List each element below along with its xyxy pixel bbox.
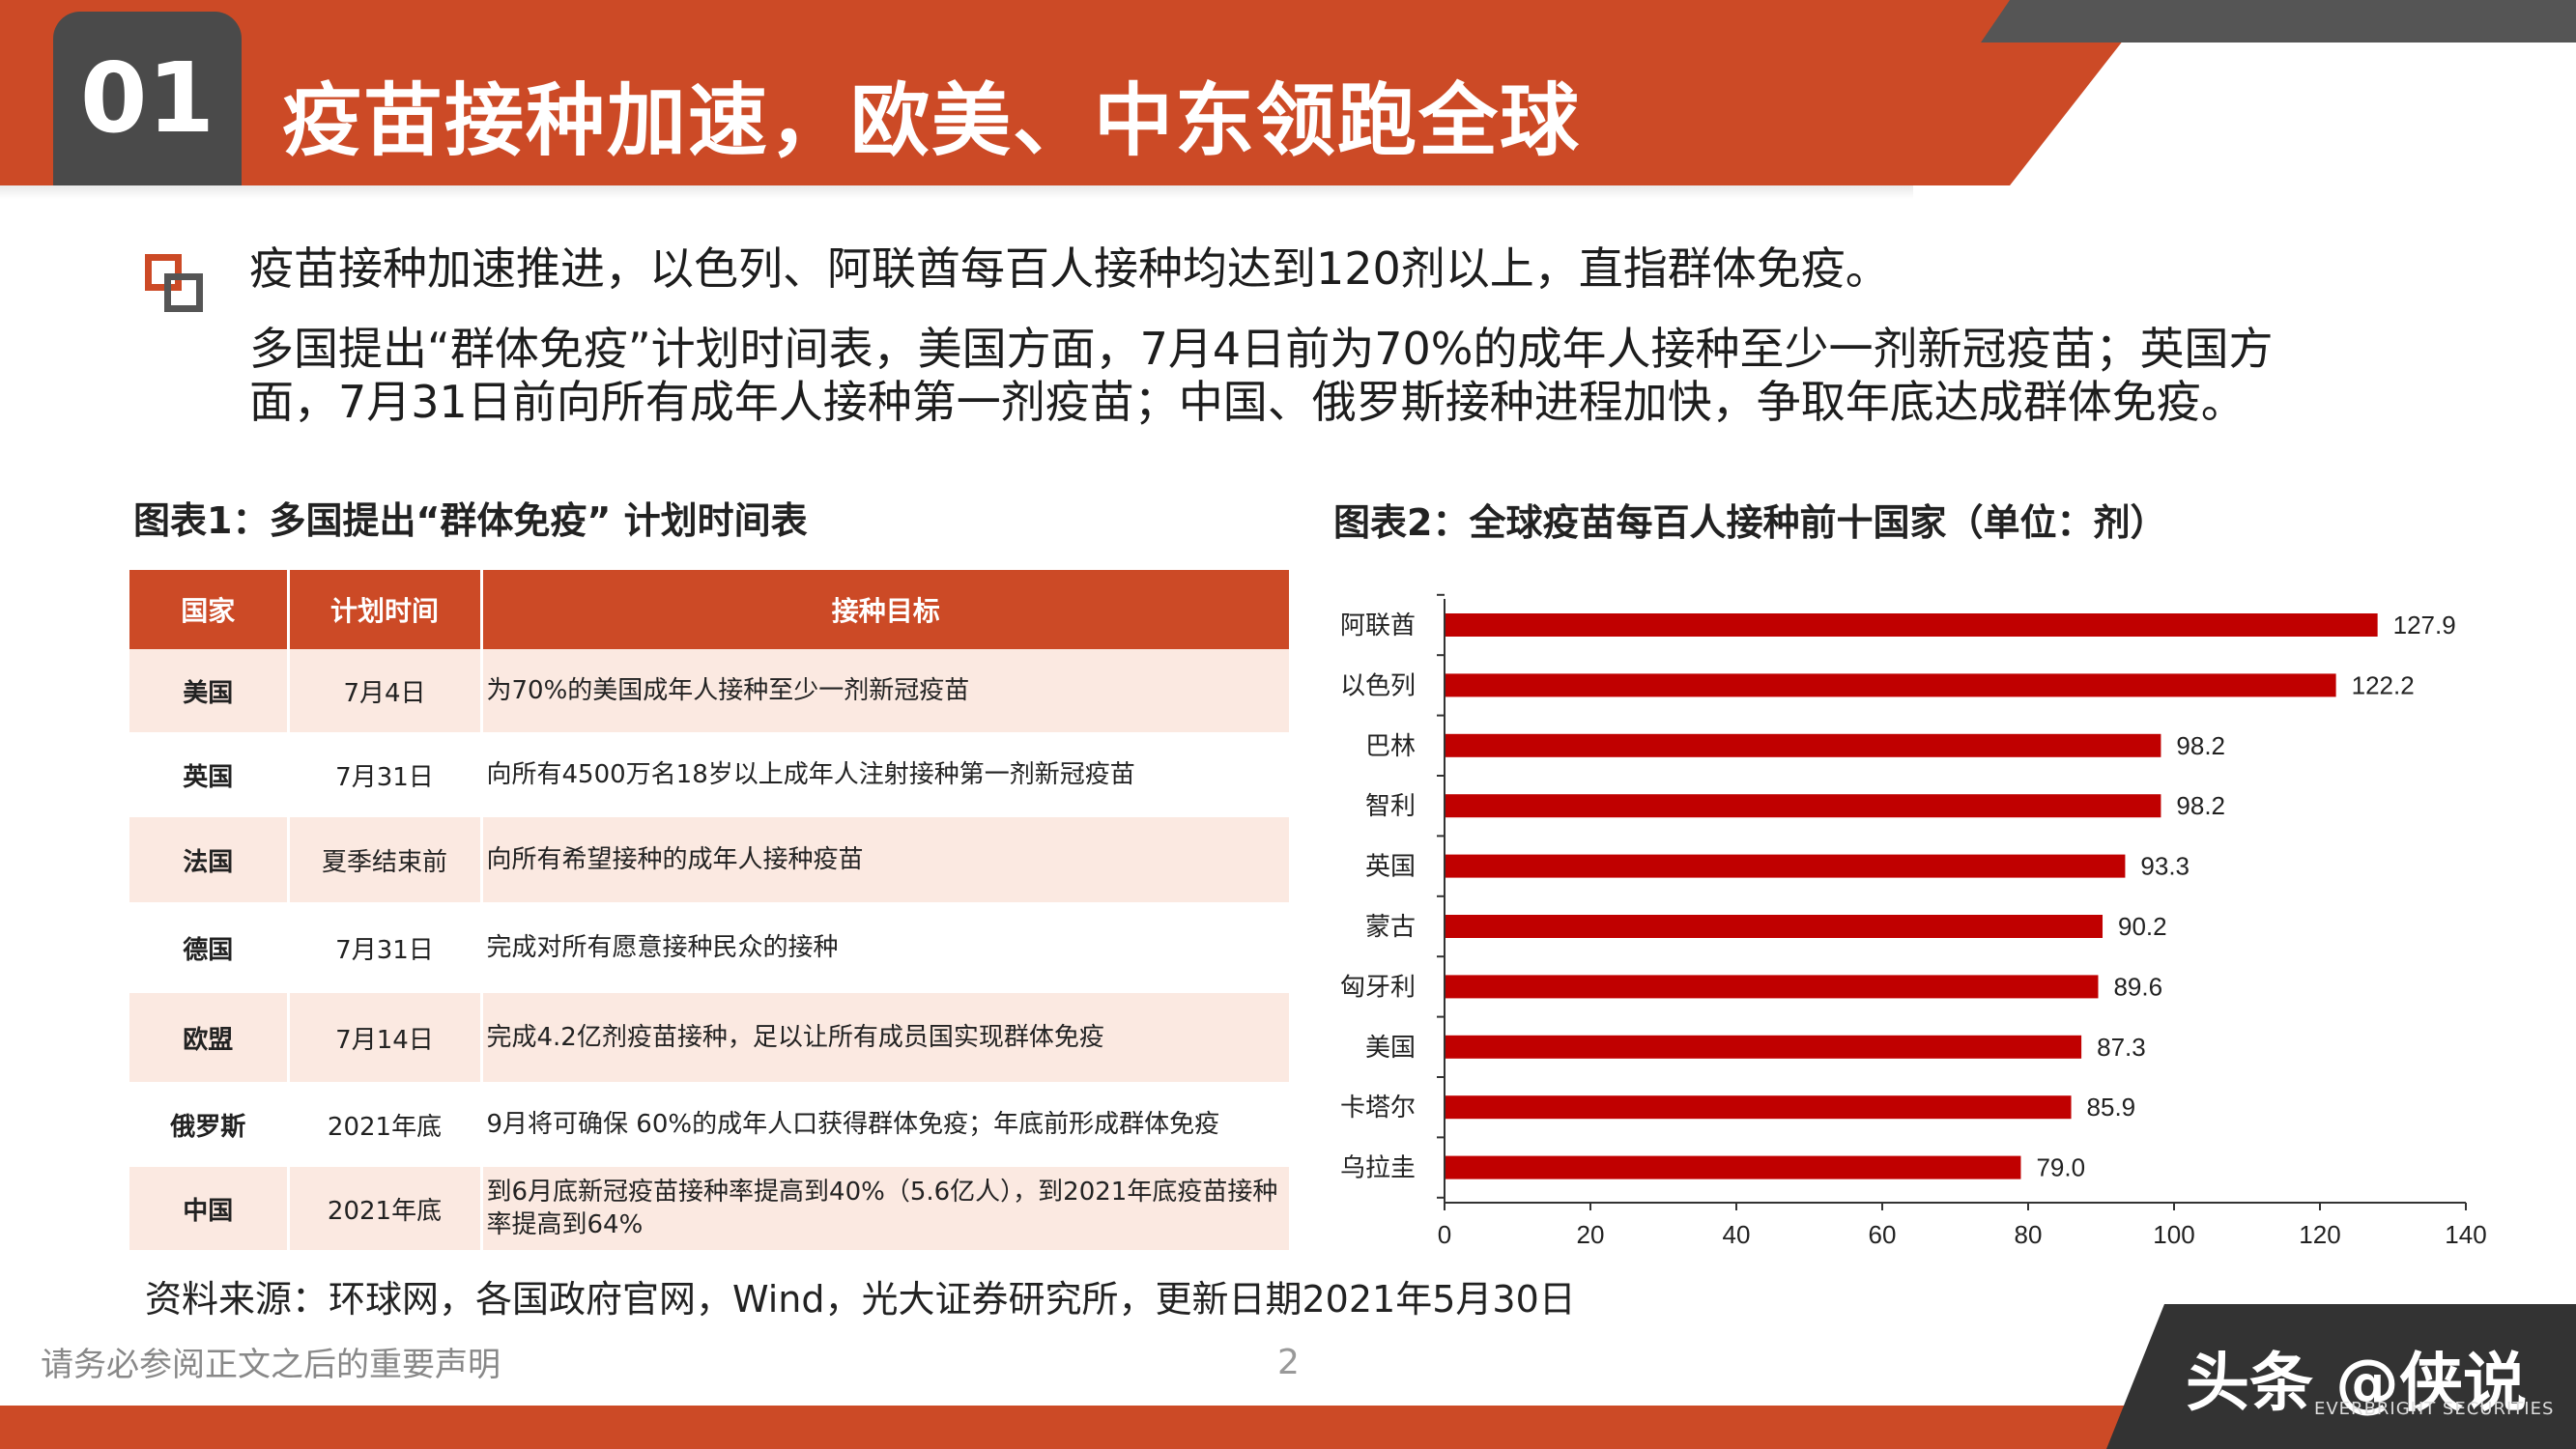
x-tick-label: 60 xyxy=(1869,1220,1897,1249)
page-title: 疫苗接种加速，欧美、中东领跑全球 xyxy=(282,75,1582,167)
header-accent-strip xyxy=(1981,0,2576,43)
intro-line-3: 面，7月31日前向所有成年人接种第一剂疫苗；中国、俄罗斯接种进程加快，争取年底达… xyxy=(249,376,2246,428)
cell-country: 法国 xyxy=(129,817,288,902)
table-row: 德国 7月31日 完成对所有愿意接种民众的接种 xyxy=(129,902,1289,993)
cell-goal: 完成4.2亿剂疫苗接种，足以让所有成员国实现群体免疫 xyxy=(479,993,1289,1082)
bar xyxy=(1445,975,2099,999)
intro-line-2: 多国提出“群体免疫”计划时间表，美国方面，7月4日前为70%的成年人接种至少一剂… xyxy=(249,323,2274,375)
value-label: 98.2 xyxy=(2176,791,2225,820)
category-label: 美国 xyxy=(1365,1033,1416,1062)
table-row: 法国 夏季结束前 向所有希望接种的成年人接种疫苗 xyxy=(129,817,1289,902)
bar xyxy=(1445,854,2126,878)
category-label: 匈牙利 xyxy=(1340,972,1416,1001)
table-header-goal: 接种目标 xyxy=(479,570,1289,649)
disclaimer-note: 请务必参阅正文之后的重要声明 xyxy=(41,1346,501,1384)
category-label: 以色列 xyxy=(1340,670,1416,699)
category-label: 蒙古 xyxy=(1365,912,1416,941)
bar xyxy=(1445,1155,2021,1179)
table-row: 英国 7月31日 向所有4500万名18岁以上成年人注射接种第一剂新冠疫苗 xyxy=(129,732,1289,817)
cell-country: 英国 xyxy=(129,732,288,817)
page-number: 2 xyxy=(1277,1343,1300,1382)
bar xyxy=(1445,915,2104,938)
cell-goal: 完成对所有愿意接种民众的接种 xyxy=(479,902,1289,993)
cell-time: 7月4日 xyxy=(286,649,481,732)
cell-goal: 向所有4500万名18岁以上成年人注射接种第一剂新冠疫苗 xyxy=(479,732,1289,817)
table-row: 俄罗斯 2021年底 9月将可确保 60%的成年人口获得群体免疫；年底前形成群体… xyxy=(129,1082,1289,1167)
cell-time: 夏季结束前 xyxy=(286,817,481,902)
value-label: 79.0 xyxy=(2036,1153,2085,1182)
cell-time: 7月31日 xyxy=(286,732,481,817)
bullet-squares-icon xyxy=(145,254,205,314)
value-label: 90.2 xyxy=(2118,912,2167,941)
cell-goal: 9月将可确保 60%的成年人口获得群体免疫；年底前形成群体免疫 xyxy=(479,1082,1289,1167)
bar xyxy=(1445,1035,2082,1059)
brand-name: EVERBRIGHT SECURITIES xyxy=(2314,1399,2555,1419)
cell-goal: 向所有希望接种的成年人接种疫苗 xyxy=(479,817,1289,902)
cell-time: 2021年底 xyxy=(286,1082,481,1167)
category-label: 卡塔尔 xyxy=(1340,1093,1416,1122)
value-label: 93.3 xyxy=(2140,852,2190,881)
cell-country: 德国 xyxy=(129,902,288,993)
watermark-logo: 头条 @侠说 xyxy=(2186,1346,2527,1420)
category-label: 阿联酋 xyxy=(1340,611,1416,639)
x-tick-label: 100 xyxy=(2153,1220,2194,1249)
table-header-country: 国家 xyxy=(129,570,288,649)
value-label: 98.2 xyxy=(2176,731,2225,760)
value-label: 122.2 xyxy=(2352,670,2415,699)
category-label: 巴林 xyxy=(1365,731,1416,760)
category-label: 乌拉圭 xyxy=(1340,1153,1416,1182)
cell-country: 欧盟 xyxy=(129,993,288,1082)
section-number: 01 xyxy=(53,12,242,185)
cell-country: 美国 xyxy=(129,649,288,732)
x-tick-label: 120 xyxy=(2299,1220,2340,1249)
bar xyxy=(1445,794,2161,818)
cell-goal: 为70%的美国成年人接种至少一剂新冠疫苗 xyxy=(479,649,1289,732)
table-row: 中国 2021年底 到6月底新冠疫苗接种率提高到40%（5.6亿人），到2021… xyxy=(129,1167,1289,1250)
intro-line-1: 疫苗接种加速推进，以色列、阿联酋每百人接种均达到120剂以上，直指群体免疫。 xyxy=(249,242,1890,295)
bar xyxy=(1445,613,2378,637)
cell-time: 7月31日 xyxy=(286,902,481,993)
x-tick-label: 0 xyxy=(1438,1220,1451,1249)
category-label: 智利 xyxy=(1365,791,1416,820)
value-label: 127.9 xyxy=(2393,611,2456,639)
bar xyxy=(1445,733,2161,757)
source-note: 资料来源：环球网，各国政府官网，Wind，光大证券研究所，更新日期2021年5月… xyxy=(145,1278,1576,1321)
x-tick-label: 80 xyxy=(2015,1220,2043,1249)
header-shadow xyxy=(0,185,1913,199)
table-caption: 图表1：多国提出“群体免疫” 计划时间表 xyxy=(133,499,808,542)
cell-country: 俄罗斯 xyxy=(129,1082,288,1167)
cell-time: 2021年底 xyxy=(286,1167,481,1250)
table-row: 欧盟 7月14日 完成4.2亿剂疫苗接种，足以让所有成员国实现群体免疫 xyxy=(129,993,1289,1082)
bar xyxy=(1445,673,2336,697)
chart-caption: 图表2：全球疫苗每百人接种前十国家（单位：剂） xyxy=(1333,501,2167,544)
table-header-time: 计划时间 xyxy=(286,570,481,649)
value-label: 87.3 xyxy=(2097,1033,2146,1062)
value-label: 89.6 xyxy=(2113,972,2162,1001)
vaccination-bar-chart: 0 20 40 60 80 100 120 140 阿联酋 127.9 以色列 122.2 巴林 98.2… xyxy=(1340,593,2487,1249)
x-tick-label: 140 xyxy=(2445,1220,2486,1249)
value-label: 85.9 xyxy=(2087,1093,2136,1122)
cell-country: 中国 xyxy=(129,1167,288,1250)
table-row: 美国 7月4日 为70%的美国成年人接种至少一剂新冠疫苗 xyxy=(129,649,1289,732)
cell-time: 7月14日 xyxy=(286,993,481,1082)
footer-logo-panel xyxy=(2106,1304,2576,1449)
x-tick-label: 20 xyxy=(1577,1220,1605,1249)
plan-table: 国家 计划时间 接种目标 美国 7月4日 为70%的美国成年人接种至少一剂新冠疫… xyxy=(129,570,1289,1250)
x-tick-label: 40 xyxy=(1723,1220,1751,1249)
cell-goal: 到6月底新冠疫苗接种率提高到40%（5.6亿人），到2021年底疫苗接种率提高到… xyxy=(479,1167,1289,1250)
bar xyxy=(1445,1095,2072,1120)
category-label: 英国 xyxy=(1365,852,1416,881)
